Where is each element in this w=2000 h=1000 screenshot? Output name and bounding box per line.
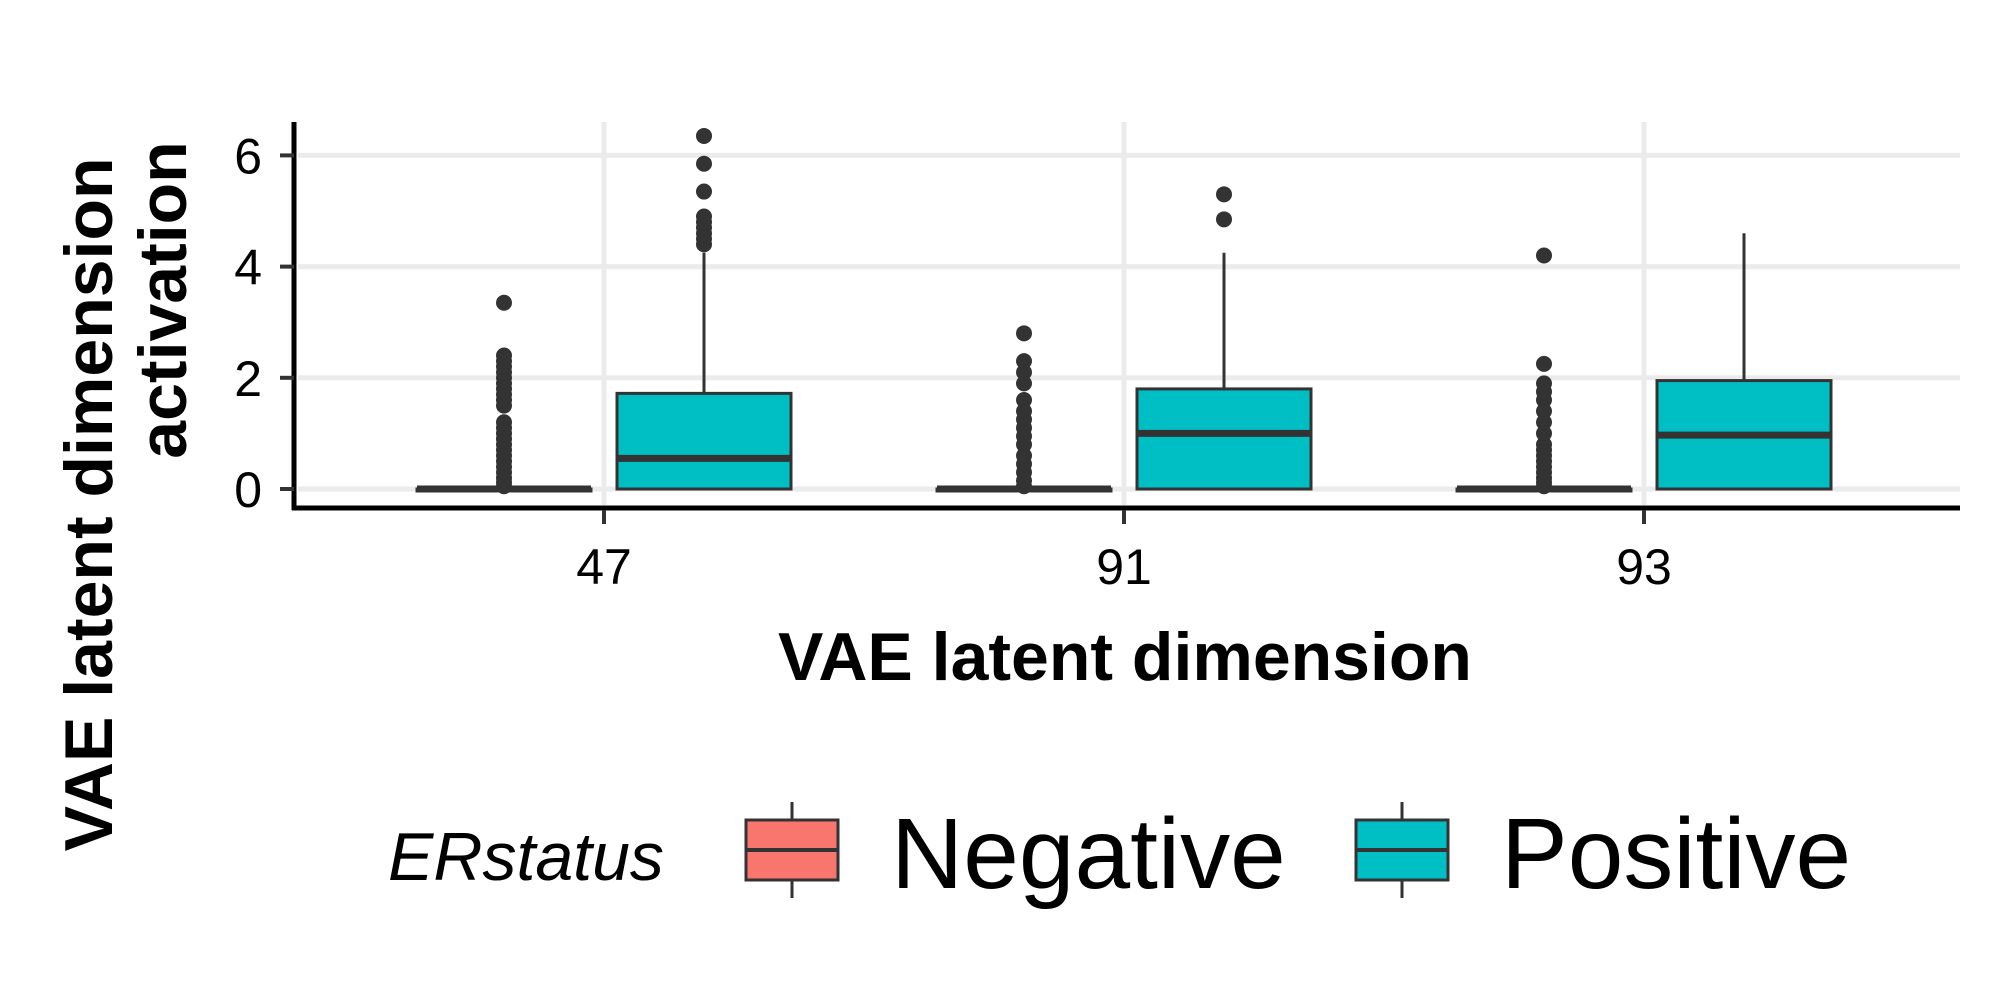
outlier-point: [696, 183, 712, 200]
box-positive-91: [1135, 186, 1313, 491]
outlier-point: [1536, 355, 1552, 372]
y-tick-label: 4: [234, 240, 262, 296]
outlier-point: [1536, 414, 1552, 431]
y-tick-label: 6: [234, 128, 262, 184]
legend: ERstatus Negative Positive: [388, 798, 1851, 910]
x-tick-label: 47: [576, 539, 632, 595]
y-axis-title: VAE latent dimension activation: [51, 139, 201, 852]
outlier-point: [496, 294, 512, 311]
box-positive-93: [1655, 233, 1833, 491]
box-body: [615, 391, 793, 491]
outlier-point: [696, 127, 712, 144]
x-tick-label: 93: [1616, 539, 1672, 595]
y-tick-label: 0: [234, 462, 262, 518]
y-axis-title-line-1: VAE latent dimension: [51, 157, 127, 851]
outlier-point: [1016, 447, 1032, 464]
outlier-point: [496, 414, 512, 431]
box-body: [1135, 387, 1313, 491]
box-negative-47: [415, 294, 593, 495]
y-ticks: 0 2 4 6: [234, 128, 294, 518]
outlier-point: [1016, 364, 1032, 381]
x-tick-label: 91: [1096, 539, 1152, 595]
outlier-point: [1216, 186, 1232, 203]
outlier-point: [696, 155, 712, 172]
outlier-point: [1536, 403, 1552, 420]
box-positive-47: [615, 127, 793, 491]
outlier-point: [1536, 247, 1552, 264]
y-tick-label: 2: [234, 351, 262, 407]
legend-title: ERstatus: [388, 819, 664, 895]
x-ticks: 47 91 93: [576, 510, 1672, 595]
box-negative-93: [1455, 247, 1633, 495]
outlier-point: [1536, 425, 1552, 442]
outlier-point: [1016, 375, 1032, 392]
outlier-point: [496, 347, 512, 364]
outlier-point: [1016, 325, 1032, 342]
x-axis-title: VAE latent dimension: [778, 619, 1472, 695]
outlier-point: [1016, 353, 1032, 370]
boxes: [415, 127, 1833, 495]
outlier-point: [696, 208, 712, 225]
legend-item-negative: Negative: [744, 798, 1286, 910]
outlier-point: [1216, 211, 1232, 228]
outlier-point: [1016, 392, 1032, 409]
outlier-point: [1536, 436, 1552, 453]
legend-item-positive: Positive: [1354, 798, 1851, 910]
y-axis-title-line-2: activation: [125, 141, 201, 458]
axes: [291, 122, 1960, 511]
outlier-point: [1016, 403, 1032, 420]
outlier-point: [1536, 375, 1552, 392]
legend-label: Negative: [891, 798, 1286, 910]
box-negative-91: [935, 325, 1113, 495]
legend-label: Positive: [1501, 798, 1851, 910]
